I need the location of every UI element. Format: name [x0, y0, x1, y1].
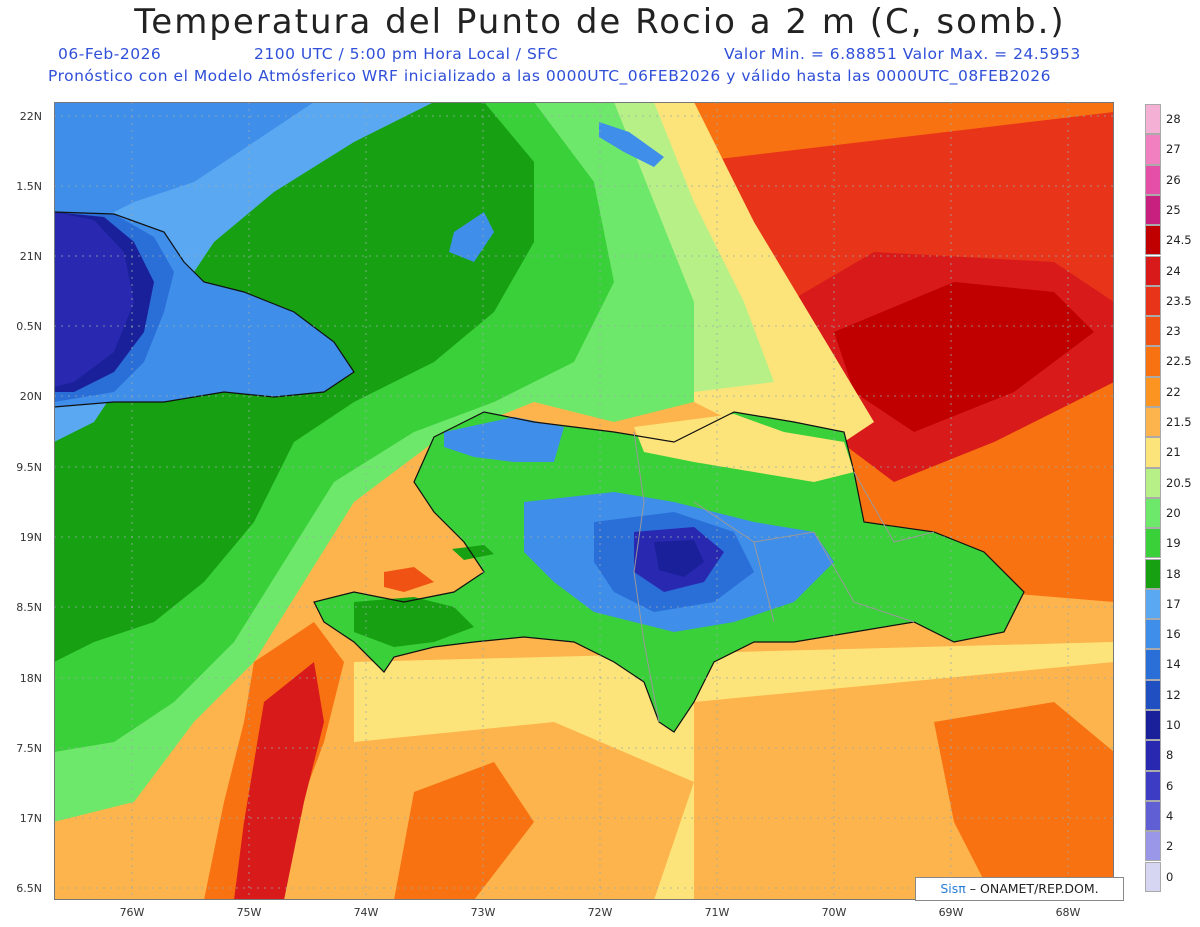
colorbar-swatch: [1145, 316, 1161, 347]
colorbar-swatch: [1145, 861, 1161, 892]
colorbar-label: 22: [1166, 384, 1181, 399]
lon-label: 71W: [704, 906, 730, 919]
credit-box: Sisπ – ONAMET/REP.DOM.: [915, 877, 1124, 901]
lat-label: 8.5N: [16, 601, 42, 614]
colorbar-label: 0: [1166, 869, 1174, 884]
colorbar-swatch: [1145, 619, 1161, 650]
colorbar-swatch: [1145, 467, 1161, 498]
colorbar-swatch: [1145, 588, 1161, 620]
colorbar-swatch: [1145, 710, 1161, 741]
lon-label: 68W: [1055, 906, 1081, 919]
lat-label: 19N: [19, 531, 42, 544]
lon-label: 70W: [821, 906, 847, 919]
colorbar-label: 26: [1166, 172, 1181, 187]
colorbar-swatch: [1145, 285, 1161, 317]
colorbar-label: 22.5: [1166, 354, 1192, 369]
colorbar-swatch: [1145, 679, 1161, 710]
lon-label: 69W: [938, 906, 964, 919]
colorbar-label: 27: [1166, 142, 1181, 157]
lat-label: 9.5N: [16, 461, 42, 474]
colorbar-swatch: [1145, 225, 1161, 256]
lon-label: 76W: [119, 906, 145, 919]
colorbar-label: 19: [1166, 536, 1181, 551]
colorbar-label: 14: [1166, 657, 1181, 672]
lat-label: 20N: [19, 390, 42, 403]
colorbar-label: 23: [1166, 324, 1181, 339]
colorbar-label: 18: [1166, 566, 1181, 581]
colorbar-swatch: [1145, 164, 1161, 195]
colorbar-swatch: [1145, 649, 1161, 680]
colorbar-label: 10: [1166, 718, 1181, 732]
model-info: Pronóstico con el Modelo Atmósferico WRF…: [48, 67, 1051, 85]
colorbar-swatch: [1145, 104, 1161, 135]
dewpoint-map: [54, 102, 1114, 900]
lat-label: 1.5N: [16, 180, 42, 193]
colorbar-swatch: [1145, 255, 1161, 286]
colorbar-swatch: [1145, 437, 1161, 468]
colorbar-swatch: [1145, 346, 1161, 377]
colorbar-swatch: [1145, 407, 1161, 438]
colorbar-swatch: [1145, 497, 1161, 529]
colorbar-label: 4: [1166, 808, 1174, 823]
colorbar-swatch: [1145, 194, 1161, 226]
colorbar-swatch: [1145, 558, 1161, 589]
lat-label: 7.5N: [16, 742, 42, 755]
sispi-logo: Sisπ: [940, 881, 966, 896]
colorbar-label: 17: [1166, 596, 1181, 611]
colorbar-label: 8: [1166, 748, 1174, 763]
colorbar-swatch: [1145, 376, 1161, 407]
colorbar-swatch: [1145, 740, 1161, 771]
credit-text: – ONAMET/REP.DOM.: [969, 881, 1099, 896]
map-title: Temperatura del Punto de Rocio a 2 m (C,…: [134, 2, 1066, 42]
lat-label: 6.5N: [16, 882, 42, 895]
min-max-values: Valor Min. = 6.88851 Valor Max. = 24.595…: [724, 45, 1081, 63]
colorbar-label: 12: [1166, 687, 1181, 702]
lat-label: 0.5N: [16, 320, 42, 333]
colorbar-label: 21.5: [1166, 415, 1192, 429]
colorbar-label: 2: [1166, 839, 1174, 854]
colorbar-label: 24.5: [1166, 233, 1192, 248]
lat-label: 17N: [19, 812, 42, 825]
colorbar-swatch: [1145, 528, 1161, 559]
colorbar-label: 20.5: [1166, 475, 1192, 490]
valid-time: 2100 UTC / 5:00 pm Hora Local / SFC: [254, 45, 559, 63]
lon-label: 73W: [470, 906, 496, 919]
colorbar-swatch: [1145, 770, 1161, 801]
colorbar-swatch: [1145, 831, 1161, 862]
lat-label: 21N: [19, 250, 42, 263]
valid-date: 06-Feb-2026: [58, 45, 162, 63]
lat-label: 22N: [19, 110, 42, 123]
colorbar-label: 20: [1166, 505, 1181, 520]
colorbar-label: 24: [1166, 263, 1181, 278]
colorbar-label: 28: [1166, 112, 1181, 126]
lat-label: 18N: [19, 672, 42, 685]
colorbar-label: 16: [1166, 627, 1181, 642]
colorbar-label: 6: [1166, 778, 1174, 793]
lon-label: 72W: [587, 906, 613, 919]
colorbar-label: 25: [1166, 202, 1181, 217]
colorbar-swatch: [1145, 134, 1161, 165]
colorbar-label: 23.5: [1166, 293, 1192, 308]
colorbar-label: 21: [1166, 445, 1181, 460]
lon-label: 74W: [353, 906, 379, 919]
colorbar-swatch: [1145, 800, 1161, 832]
lon-label: 75W: [236, 906, 262, 919]
